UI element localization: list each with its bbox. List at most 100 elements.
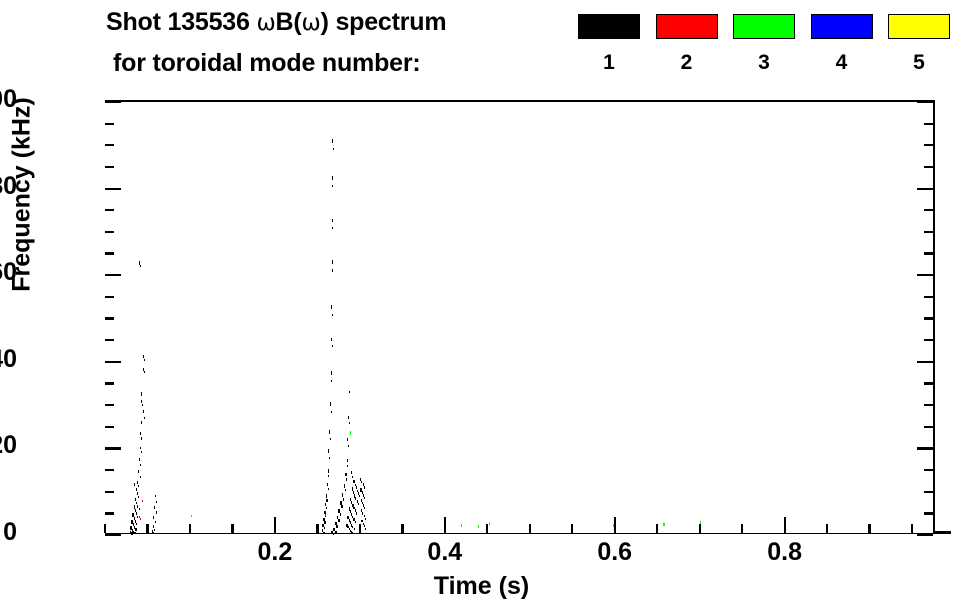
spectrum-mark-n1 (361, 509, 363, 513)
spectrum-mark-n1 (155, 511, 157, 514)
spectrum-mark-n1 (140, 264, 141, 267)
y-tick-60 (105, 274, 121, 277)
x-tick-label-0.2: 0.2 (257, 538, 293, 566)
spectrum-mark-n1 (347, 464, 349, 467)
spectrum-mark-n1 (347, 515, 349, 520)
spectrum-mark-n1 (339, 512, 342, 516)
spectrum-mark-n1 (349, 497, 352, 502)
spectrum-mark-n1 (154, 520, 156, 524)
y-tick-right-80 (917, 187, 933, 190)
legend-item-mode-n2: 2 (655, 14, 718, 73)
spectrum-mark-n3 (460, 523, 462, 527)
spectrum-mark-n1 (334, 522, 337, 526)
y-tick-35 (105, 382, 114, 385)
spectrum-mark-n1 (332, 226, 334, 230)
y-tick-right-0 (917, 533, 933, 537)
spectrum-mark-n1 (141, 399, 143, 403)
spectrum-mark-n1 (348, 415, 350, 419)
spectrum-mark-n1 (348, 444, 349, 447)
spectrum-mark-n1 (347, 438, 349, 442)
spectrum-mark-n2 (142, 499, 144, 502)
spectrum-mark-n1 (327, 469, 329, 473)
y-tick-right-75 (924, 209, 933, 212)
y-tick-0 (105, 533, 121, 537)
spectrum-mark-n1 (138, 484, 140, 487)
legend-item-mode-n3: 3 (733, 14, 795, 73)
y-tick-label-0: 0 (3, 518, 17, 546)
spectrum-mark-n1 (136, 512, 138, 516)
y-tick-label-100: 100 (0, 85, 17, 113)
legend-swatch-mode-n1 (578, 14, 640, 39)
spectrum-mark-n1 (348, 507, 351, 511)
spectrum-mark-n1 (355, 512, 357, 515)
title-spectrum-text: ) spectrum (320, 8, 447, 36)
spectrum-mark-n1 (332, 532, 335, 535)
spectrum-mark-n1 (322, 531, 325, 534)
x-tick-0.8 (783, 517, 786, 533)
spectrum-mark-n1 (138, 508, 140, 511)
y-tick-45 (105, 339, 114, 342)
spectrum-mark-n1 (144, 371, 146, 374)
spectrum-mark-n1 (352, 503, 354, 508)
legend-item-mode-n5: 5 (888, 14, 950, 73)
x-tick-0.25 (316, 524, 319, 533)
spectrum-mark-n1 (352, 475, 354, 479)
spectrum-mark-n1 (132, 522, 135, 527)
spectrum-mark-n1 (132, 513, 134, 518)
spectrum-mark-n1 (331, 345, 333, 348)
spectrum-mark-n1 (363, 525, 365, 528)
spectrum-mark-n1 (352, 491, 355, 494)
spectrum-mark-n1 (333, 527, 336, 531)
legend-item-mode-n4: 4 (810, 14, 873, 73)
x-tick-0.2 (273, 517, 277, 533)
spectrum-mark-n1 (153, 528, 155, 531)
y-tick-label-20: 20 (0, 431, 17, 460)
spectrum-mark-n1 (154, 505, 156, 509)
x-tick-0.45 (486, 524, 489, 533)
spectrum-mark-n1 (135, 497, 137, 502)
spectrum-mark-n1 (354, 483, 356, 486)
y-tick-5 (105, 512, 114, 515)
y-tick-label-40: 40 (0, 344, 17, 373)
spectrum-mark-n1 (323, 517, 325, 522)
spectrum-mark-n1 (331, 313, 333, 317)
spectrum-mark-n1 (344, 488, 346, 492)
spectrum-mark-n1 (349, 390, 350, 394)
x-tick-0.6 (613, 517, 616, 533)
y-tick-right-35 (924, 382, 933, 385)
spectrum-mark-n1 (133, 516, 136, 520)
spectrum-mark-n1 (139, 475, 141, 479)
spectrum-mark-n1 (364, 496, 366, 499)
spectrum-mark-n1 (330, 437, 331, 441)
x-tick-0.5 (528, 524, 531, 533)
legend-item-mode-n1: 1 (578, 14, 640, 73)
legend-swatch-mode-n3 (733, 14, 795, 39)
spectrum-mark-n1 (153, 532, 155, 535)
spectrum-mark-n1 (348, 422, 350, 425)
spectrum-mark-n1 (343, 498, 345, 501)
spectrum-mark-n1 (328, 474, 330, 478)
spectrum-mark-n1 (328, 456, 330, 460)
spectrum-mark-n1 (134, 532, 136, 535)
y-tick-label-60: 60 (0, 258, 17, 287)
spectrum-mark-n2 (325, 514, 327, 517)
spectrum-mark-n1 (133, 530, 135, 534)
spectrum-mark-n1 (130, 526, 132, 531)
omega-symbol-2: ω (301, 10, 321, 36)
spectrum-mark-n3 (190, 514, 192, 518)
spectrum-mark-n1 (331, 259, 333, 264)
spectrum-mark-n3 (663, 523, 665, 527)
x-tick-0.75 (741, 524, 744, 533)
spectrum-mark-n1 (138, 261, 140, 265)
y-axis-title: Frequency (kHz) (7, 97, 36, 292)
x-axis-title: Time (s) (433, 572, 530, 600)
spectrum-mark-n1 (358, 491, 360, 495)
y-tick-15 (105, 468, 114, 472)
spectrum-mark-n1 (323, 526, 326, 530)
spectrum-mark-n1 (351, 470, 353, 475)
plot-area (103, 100, 935, 537)
spectrum-mark-n1 (329, 430, 331, 434)
spectrum-mark-n1 (330, 410, 332, 414)
title-shot-text: Shot 135536 (106, 8, 257, 36)
spectrum-mark-n1 (360, 477, 362, 482)
